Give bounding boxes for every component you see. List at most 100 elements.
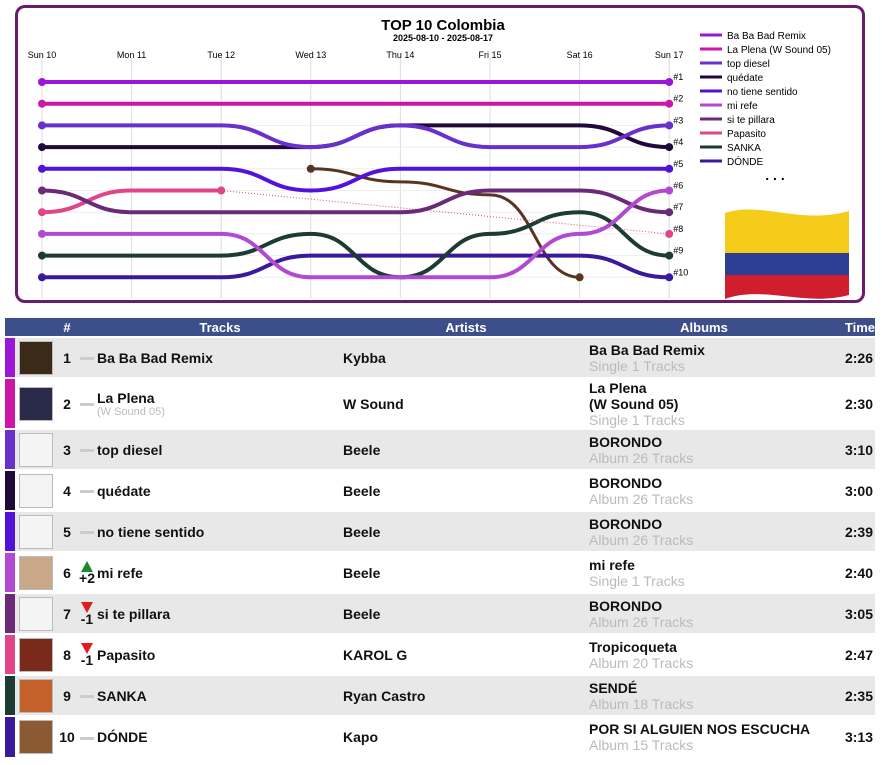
- series-point: [217, 186, 226, 195]
- rank-tick-label: #2: [673, 94, 683, 104]
- artist-name[interactable]: Ryan Castro: [343, 687, 426, 704]
- artist-name[interactable]: Kapo: [343, 729, 378, 745]
- rank-tick-label: #3: [673, 115, 683, 125]
- artist-name[interactable]: W Sound: [343, 395, 404, 412]
- rank-same-icon: [80, 449, 94, 453]
- table-row[interactable]: 4 quédate Beele BORONDO Album 26 Tracks 3:00: [5, 469, 875, 511]
- album-info: Single 1 Tracks: [589, 572, 685, 589]
- series-point: [665, 229, 674, 238]
- artist-name[interactable]: Kybba: [343, 349, 386, 366]
- row-color-stripe: [5, 551, 15, 593]
- track-duration: 2:35: [819, 674, 875, 716]
- artist-name[interactable]: Beele: [343, 605, 381, 622]
- x-tick-label: Fri 15: [478, 50, 501, 60]
- rank-number: 6: [57, 551, 77, 593]
- track-title[interactable]: quédate: [97, 482, 151, 499]
- album-cover-image: [19, 555, 53, 590]
- table-row[interactable]: 5 no tiene sentido Beele BORONDO Album 26 Tr…: [5, 510, 875, 552]
- series-point: [665, 251, 674, 260]
- album-cover-image: [19, 678, 53, 713]
- series-point: [38, 229, 46, 238]
- rank-number: 1: [57, 336, 77, 378]
- row-color-stripe: [5, 715, 15, 757]
- track-title[interactable]: si te pillara: [97, 605, 171, 622]
- album-title[interactable]: BORONDO: [589, 433, 663, 450]
- table-row[interactable]: 10 DÓNDE Kapo POR SI ALGUIEN NOS ESCUCHA Alb…: [5, 715, 875, 757]
- rank-tick-label: #5: [673, 159, 683, 169]
- x-tick-label: Sun 17: [655, 50, 684, 60]
- series-point: [665, 78, 674, 86]
- table-row[interactable]: 3 top diesel Beele BORONDO Album 26 Tracks 3:…: [5, 428, 875, 470]
- rank-tick-label: #10: [673, 267, 688, 277]
- album-title[interactable]: BORONDO: [589, 597, 663, 614]
- artist-name[interactable]: KAROL G: [343, 646, 408, 663]
- rank-tick-label: #1: [673, 72, 683, 82]
- track-title[interactable]: La Plena: [97, 389, 155, 406]
- rank-number: 2: [57, 377, 77, 429]
- series-point: [38, 143, 46, 152]
- album-info: Album 26 Tracks: [589, 531, 694, 548]
- album-title[interactable]: BORONDO: [589, 474, 663, 491]
- artist-name[interactable]: Beele: [343, 441, 381, 458]
- rank-number: 8: [57, 633, 77, 675]
- artist-name[interactable]: Beele: [343, 482, 381, 499]
- row-color-stripe: [5, 510, 15, 552]
- legend-entry: mi refe: [727, 101, 758, 112]
- artist-name[interactable]: Beele: [343, 564, 381, 581]
- chart-title: TOP 10 Colombia: [381, 17, 505, 34]
- chart-panel: TOP 10 Colombia 2025-08-10 - 2025-08-17 …: [15, 5, 865, 303]
- rank-tick-label: #4: [673, 137, 683, 147]
- album-info: Album 26 Tracks: [589, 490, 694, 507]
- table-row[interactable]: 8 -1 Papasito KAROL G Tropicoqueta Album 20 T…: [5, 633, 875, 675]
- series-line: [41, 123, 670, 150]
- album-title[interactable]: La Plena (W Sound 05): [589, 379, 679, 412]
- album-title[interactable]: Ba Ba Bad Remix: [589, 341, 705, 358]
- rank-change: +2: [79, 570, 95, 586]
- series-point: [575, 273, 584, 282]
- rank-same-icon: [80, 531, 94, 535]
- track-title[interactable]: SANKA: [97, 687, 147, 704]
- series-line: [42, 166, 670, 193]
- album-title[interactable]: Tropicoqueta: [589, 638, 677, 655]
- header-tracks: Tracks: [97, 318, 343, 337]
- row-color-stripe: [5, 469, 15, 511]
- series-point: [665, 164, 674, 173]
- artist-name[interactable]: Beele: [343, 523, 381, 540]
- track-title[interactable]: Papasito: [97, 646, 156, 663]
- table-row[interactable]: 9 SANKA Ryan Castro SENDÉ Album 18 Tracks 2:3…: [5, 674, 875, 716]
- legend-entry: SANKA: [727, 143, 761, 154]
- album-info: Album 20 Tracks: [589, 654, 694, 671]
- album-cover-image: [19, 432, 53, 467]
- album-info: Single 1 Tracks: [589, 411, 685, 428]
- table-row[interactable]: 7 -1 si te pillara Beele BORONDO Album 26 Tra…: [5, 592, 875, 634]
- album-title[interactable]: POR SI ALGUIEN NOS ESCUCHA: [589, 721, 811, 737]
- series-line: [41, 210, 670, 280]
- rank-number: 3: [57, 428, 77, 470]
- track-subtitle: (W Sound 05): [97, 405, 165, 418]
- rank-number: 10: [57, 715, 77, 757]
- track-title[interactable]: no tiene sentido: [97, 523, 205, 540]
- series-point: [665, 121, 674, 130]
- series-line: [41, 188, 670, 280]
- rank-chart: TOP 10 Colombia 2025-08-10 - 2025-08-17 …: [28, 17, 831, 298]
- x-tick-label: Sat 16: [567, 50, 593, 60]
- track-title[interactable]: DÓNDE: [97, 729, 148, 745]
- track-title[interactable]: mi refe: [97, 564, 143, 581]
- series-gap-line: [221, 190, 670, 235]
- series-point: [38, 121, 46, 130]
- series-point: [38, 99, 46, 108]
- series-point: [665, 143, 674, 152]
- table-row[interactable]: 1 Ba Ba Bad Remix Kybba Ba Ba Bad Remix Sing…: [5, 336, 875, 378]
- album-info: Album 26 Tracks: [589, 449, 694, 466]
- series-point: [665, 99, 674, 108]
- album-title[interactable]: mi refe: [589, 556, 635, 573]
- track-title[interactable]: top diesel: [97, 441, 163, 458]
- track-duration: 3:10: [819, 428, 875, 470]
- rank-same-icon: [80, 736, 94, 740]
- track-duration: 2:40: [819, 551, 875, 593]
- table-row[interactable]: 6 +2 mi refe Beele mi refe Single 1 Tracks 2:4…: [5, 551, 875, 593]
- track-title[interactable]: Ba Ba Bad Remix: [97, 349, 213, 366]
- table-row[interactable]: 2 La Plena (W Sound 05) W Sound La Plena (W …: [5, 377, 875, 429]
- album-title[interactable]: SENDÉ: [589, 679, 638, 696]
- album-title[interactable]: BORONDO: [589, 515, 663, 532]
